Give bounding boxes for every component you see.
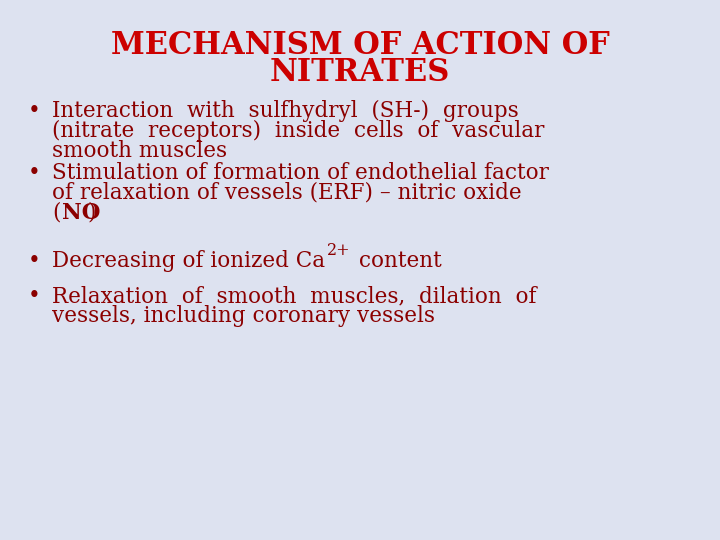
Text: smooth muscles: smooth muscles: [52, 140, 227, 162]
Text: •: •: [28, 285, 41, 307]
Text: NITRATES: NITRATES: [270, 57, 450, 88]
Text: Stimulation of formation of endothelial factor: Stimulation of formation of endothelial …: [52, 162, 549, 184]
Text: ): ): [87, 202, 96, 224]
Text: of relaxation of vessels (ERF) – nitric oxide: of relaxation of vessels (ERF) – nitric …: [52, 182, 521, 204]
Text: •: •: [28, 162, 41, 184]
Text: NO: NO: [62, 202, 100, 224]
Text: •: •: [28, 100, 41, 122]
Text: MECHANISM OF ACTION OF: MECHANISM OF ACTION OF: [111, 30, 609, 61]
Text: 2+: 2+: [327, 242, 351, 259]
Text: •: •: [28, 250, 41, 272]
Text: vessels, including coronary vessels: vessels, including coronary vessels: [52, 305, 435, 327]
Text: Relaxation  of  smooth  muscles,  dilation  of: Relaxation of smooth muscles, dilation o…: [52, 285, 536, 307]
Text: (: (: [52, 202, 60, 224]
Text: Decreasing of ionized Ca: Decreasing of ionized Ca: [52, 250, 325, 272]
Text: content: content: [352, 250, 442, 272]
Text: (nitrate  receptors)  inside  cells  of  vascular: (nitrate receptors) inside cells of vasc…: [52, 120, 544, 142]
Text: Interaction  with  sulfhydryl  (SH-)  groups: Interaction with sulfhydryl (SH-) groups: [52, 100, 518, 122]
